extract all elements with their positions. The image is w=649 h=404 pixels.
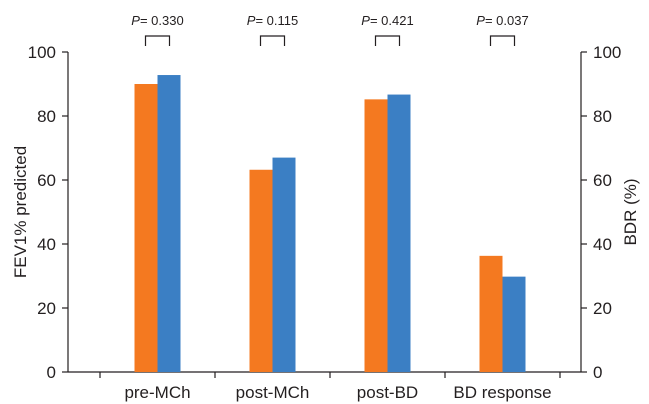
secondary-y-axis-title: BDR (%) <box>621 178 640 245</box>
secondary-y-tick-label: 20 <box>593 299 612 318</box>
secondary-y-tick-label: 40 <box>593 235 612 254</box>
bar-series-2-post-mch <box>272 157 296 372</box>
secondary-y-tick-label: 80 <box>593 107 612 126</box>
bar-series-2-post-bd <box>387 94 411 372</box>
secondary-y-tick-label: 0 <box>593 363 602 382</box>
plot-area: 0 20 40 60 80 100 0 20 40 60 80 100 pre-MCh P= 0.330 p… <box>28 13 622 402</box>
y-tick-label: 60 <box>37 171 56 190</box>
p-value-annotation: P= 0.037 <box>476 13 528 28</box>
bar-series-2-pre-mch <box>157 75 181 372</box>
y-axis-title: FEV1% predicted <box>11 146 30 278</box>
x-tick-label: BD response <box>453 383 551 402</box>
significance-bracket <box>489 35 516 46</box>
x-tick-label: post-MCh <box>236 383 310 402</box>
y-tick-label: 20 <box>37 299 56 318</box>
secondary-y-tick-label: 100 <box>593 43 621 62</box>
bar-series-2-bd-response <box>502 276 526 372</box>
y-tick-label: 100 <box>28 43 56 62</box>
y-tick-label: 40 <box>37 235 56 254</box>
bar-series-1-pre-mch <box>134 84 158 372</box>
p-value-annotation: P= 0.115 <box>247 13 298 28</box>
y-tick-label: 80 <box>37 107 56 126</box>
x-tick-label: pre-MCh <box>124 383 190 402</box>
significance-bracket <box>144 35 171 46</box>
secondary-y-tick-label: 60 <box>593 171 612 190</box>
bar-series-1-bd-response <box>479 255 503 372</box>
bar-series-1-post-mch <box>249 169 273 372</box>
y-tick-label: 0 <box>47 363 56 382</box>
p-value-annotation: P= 0.421 <box>361 13 413 28</box>
p-value-annotation: P= 0.330 <box>131 13 183 28</box>
significance-bracket <box>259 35 286 46</box>
x-tick-label: post-BD <box>357 383 418 402</box>
significance-bracket <box>374 35 401 46</box>
bar-series-1-post-bd <box>364 99 388 373</box>
